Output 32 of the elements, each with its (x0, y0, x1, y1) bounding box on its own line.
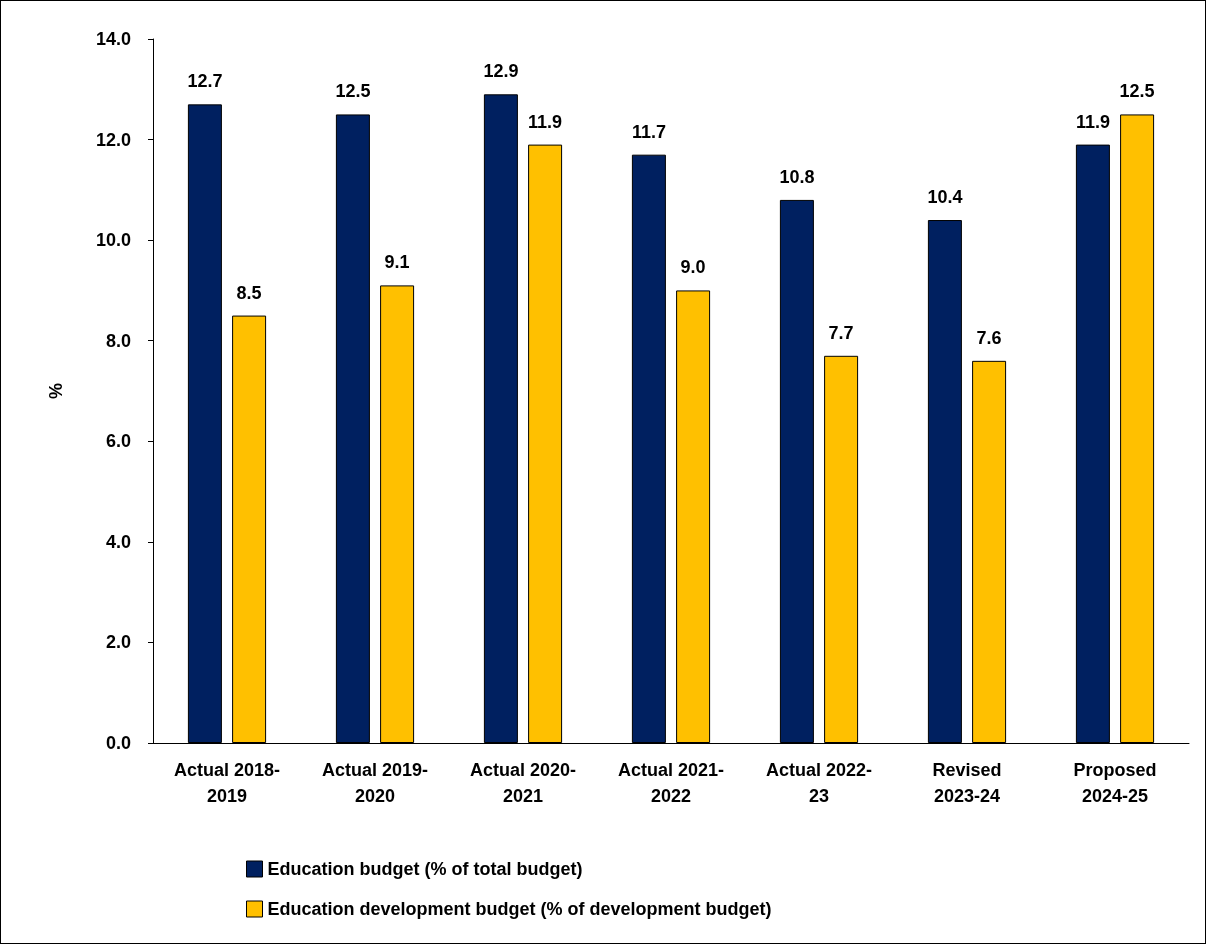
data-label: 9.0 (680, 257, 706, 278)
data-label: 11.9 (1075, 111, 1110, 132)
legend-label: Education budget (% of total budget) (267, 859, 583, 879)
x-tick-label: Actual 2021- 2022 (617, 760, 725, 806)
data-label: 12.7 (187, 71, 223, 92)
x-tick-label: Actual 2020- 2021 (469, 760, 577, 806)
data-label: 12.5 (1119, 81, 1155, 102)
y-tick-label: 10.0 (95, 230, 131, 251)
legend-label: Education development budget (% of development budget) (267, 899, 772, 919)
data-label: 10.4 (927, 187, 963, 208)
data-label: 11.7 (631, 121, 666, 142)
x-tick-label: Actual 2022- 23 (765, 760, 873, 806)
data-label: 12.5 (335, 81, 371, 102)
data-label: 10.8 (779, 166, 815, 187)
y-tick-label: 4.0 (105, 531, 131, 552)
y-tick-label: 0.0 (105, 733, 131, 753)
data-label: 7.6 (976, 327, 1002, 348)
y-tick-label: 8.0 (105, 330, 131, 351)
y-tick-label: 12.0 (95, 129, 131, 150)
y-tick-label: 2.0 (105, 632, 131, 653)
x-tick-label: Actual 2019- 2020 (321, 760, 429, 806)
y-tick-label: 6.0 (105, 431, 131, 452)
x-tick-label: Actual 2018- 2019 (173, 760, 281, 806)
y-axis-title: % (46, 382, 66, 400)
data-label: 11.9 (528, 111, 563, 132)
x-tick-label: Revised 2023-24 (932, 760, 1002, 806)
y-tick-label: 14.0 (95, 29, 131, 49)
data-label: 9.1 (384, 252, 410, 273)
x-tick-label: Proposed 2024-25 (1073, 760, 1157, 806)
data-label: 7.7 (828, 322, 854, 343)
data-label: 12.9 (483, 61, 519, 82)
data-label: 8.5 (236, 282, 262, 303)
